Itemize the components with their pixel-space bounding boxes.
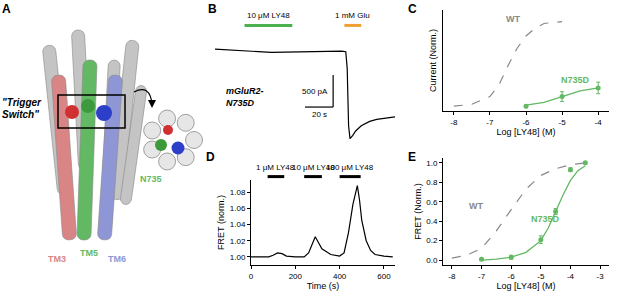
svg-text:1.06: 1.06: [230, 204, 246, 213]
svg-text:-5: -5: [559, 118, 567, 127]
html-text:E: E: [408, 150, 416, 164]
html-text:C: C: [408, 2, 417, 16]
svg-text:600: 600: [377, 272, 391, 281]
svg-text:FRET (Norm.): FRET (Norm.): [413, 183, 423, 239]
svg-text:20 s: 20 s: [312, 110, 327, 119]
svg-text:-6: -6: [508, 272, 516, 281]
svg-text:N735D: N735D: [531, 214, 560, 224]
svg-text:mGluR2-N735D: mGluR2-N735D: [226, 86, 264, 108]
svg-text:0.8: 0.8: [426, 178, 438, 187]
svg-text:0.2: 0.2: [426, 236, 438, 245]
svg-text:500 pA: 500 pA: [302, 87, 328, 96]
svg-text:Current (Norm.): Current (Norm.): [428, 29, 438, 92]
svg-text:TM3: TM3: [48, 254, 66, 264]
svg-text:1.00: 1.00: [230, 253, 246, 262]
html-text:B: B: [208, 2, 217, 16]
svg-text:Switch": Switch": [2, 109, 39, 120]
svg-text:"Trigger: "Trigger: [2, 97, 42, 108]
svg-text:FRET (norm.): FRET (norm.): [216, 195, 226, 250]
svg-text:1 μM LY48: 1 μM LY48: [256, 163, 295, 172]
svg-text:1.08: 1.08: [230, 188, 246, 197]
html-text:D: D: [206, 150, 215, 164]
svg-text:-8: -8: [450, 118, 458, 127]
svg-text:N735: N735: [140, 174, 162, 184]
svg-text:-3: -3: [597, 272, 605, 281]
svg-text:0.0: 0.0: [426, 256, 438, 265]
svg-text:0.6: 0.6: [426, 198, 438, 207]
svg-text:0.4: 0.4: [426, 217, 438, 226]
html-text:A: A: [2, 2, 11, 16]
svg-text:Time (s): Time (s): [307, 281, 340, 291]
svg-text:TM6: TM6: [108, 254, 126, 264]
svg-text:1.0: 1.0: [426, 159, 438, 168]
svg-text:WT: WT: [506, 14, 520, 24]
svg-text:-5: -5: [537, 272, 545, 281]
svg-text:1.02: 1.02: [230, 237, 246, 246]
svg-text:10 μM LY48: 10 μM LY48: [247, 11, 290, 20]
svg-text:0: 0: [249, 272, 254, 281]
svg-text:-7: -7: [486, 118, 494, 127]
svg-text:10 μM LY48: 10 μM LY48: [292, 163, 335, 172]
svg-text:-4: -4: [567, 272, 575, 281]
svg-text:-8: -8: [448, 272, 456, 281]
svg-text:-6: -6: [522, 118, 530, 127]
svg-text:Log [LY48] (M): Log [LY48] (M): [497, 127, 556, 137]
svg-text:1 mM Glu: 1 mM Glu: [335, 11, 370, 20]
svg-text:TM5: TM5: [80, 248, 98, 258]
svg-text:400: 400: [333, 272, 347, 281]
svg-text:WT: WT: [469, 201, 483, 211]
svg-text:100 μM LY48: 100 μM LY48: [326, 163, 374, 172]
svg-text:1.04: 1.04: [230, 220, 246, 229]
svg-text:-4: -4: [595, 118, 603, 127]
svg-text:Log [LY48] (M): Log [LY48] (M): [497, 281, 556, 291]
svg-text:200: 200: [289, 272, 303, 281]
svg-text:N735D: N735D: [561, 75, 590, 85]
svg-text:-7: -7: [478, 272, 486, 281]
